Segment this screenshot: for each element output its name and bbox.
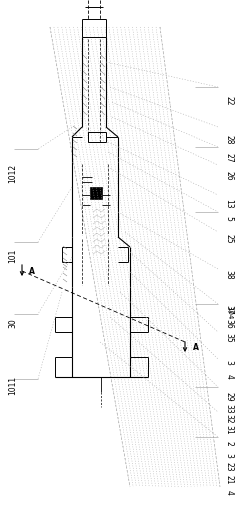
Text: 26: 26 xyxy=(225,171,234,180)
Text: 38: 38 xyxy=(225,270,234,280)
Text: 4: 4 xyxy=(225,490,234,495)
Bar xyxy=(90,187,102,199)
Text: 37: 37 xyxy=(225,306,234,315)
Text: 101: 101 xyxy=(9,249,18,263)
Text: 2: 2 xyxy=(225,440,234,446)
Text: 22: 22 xyxy=(225,96,234,105)
Text: A: A xyxy=(29,266,35,276)
Text: 28: 28 xyxy=(225,135,234,144)
Text: 21: 21 xyxy=(225,475,234,484)
Text: 5: 5 xyxy=(225,216,234,221)
Text: 35: 35 xyxy=(225,333,234,343)
Text: 23: 23 xyxy=(225,462,234,472)
Text: 25: 25 xyxy=(225,234,234,244)
Text: 104: 104 xyxy=(226,306,232,320)
Text: 1012: 1012 xyxy=(9,164,18,183)
Text: 3: 3 xyxy=(225,452,234,458)
Text: 4: 4 xyxy=(225,374,234,379)
Text: 29: 29 xyxy=(225,392,234,402)
Text: 1011: 1011 xyxy=(9,376,18,394)
Text: 36: 36 xyxy=(225,320,234,329)
Text: 3: 3 xyxy=(225,360,234,366)
Text: 27: 27 xyxy=(225,153,234,162)
Text: 30: 30 xyxy=(9,318,18,328)
Text: 31: 31 xyxy=(225,425,234,435)
Text: 13: 13 xyxy=(225,199,234,208)
Text: 33: 33 xyxy=(225,404,234,413)
Text: A: A xyxy=(193,342,199,352)
Text: 32: 32 xyxy=(225,414,234,423)
